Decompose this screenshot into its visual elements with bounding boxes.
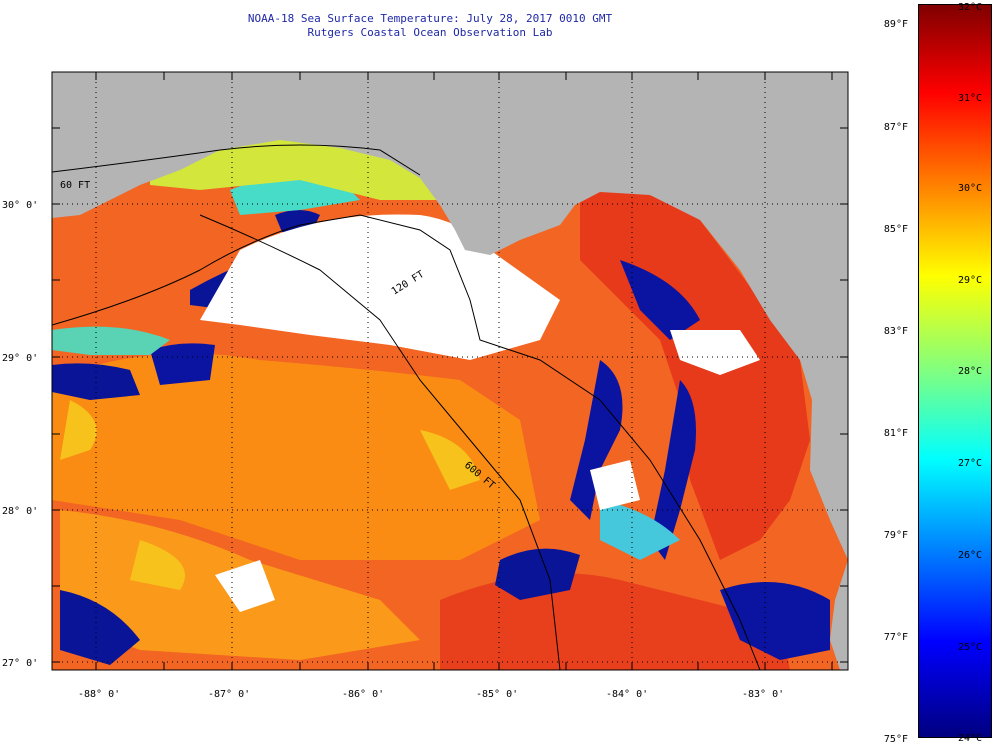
colorbar-c-31: 31°C (958, 93, 983, 104)
colorbar-f-87: 87°F (883, 122, 908, 133)
land-gulf-coast (52, 72, 848, 560)
cloud-cover-south-1 (590, 460, 640, 510)
cloud-cover-east (670, 330, 760, 375)
lon-label-84: -84° 0' (606, 689, 648, 700)
map-frame (51, 71, 849, 671)
lon-label-87: -87° 0' (208, 689, 250, 700)
colorbar-f-89: 89°F (883, 19, 908, 30)
cool-water-fringe-east (600, 500, 680, 560)
cold-water-midwest (150, 343, 215, 385)
colorbar-f-85: 85°F (883, 224, 908, 235)
frame-ticks (52, 72, 848, 670)
colorbar-f-83: 83°F (883, 326, 908, 337)
cold-water-east-streak-2 (650, 380, 696, 560)
temperature-colorbar (918, 4, 992, 738)
colorbar-c-32: 32°C (958, 2, 983, 13)
lon-label-83: -83° 0' (742, 689, 784, 700)
cold-water-east-streak (570, 360, 623, 520)
lon-label-86: -86° 0' (342, 689, 384, 700)
land-gulf-coast-south (830, 560, 848, 670)
cold-water-big-bend (620, 260, 700, 340)
cold-water-southwest (60, 590, 140, 665)
contour-600ft (199, 214, 561, 670)
colorbar-f-79: 79°F (883, 530, 908, 541)
ocean-orange-region (52, 353, 540, 560)
colorbar-c-26: 26°C (958, 550, 983, 561)
colorbar-c-29: 29°C (958, 275, 983, 286)
cloud-cover-southwest (215, 560, 275, 612)
lat-label-30: 30° 0' (2, 200, 38, 211)
colorbar-c-25: 25°C (958, 642, 983, 653)
contour-label-60ft: 60 FT (60, 180, 90, 191)
colorbar-c-30: 30°C (958, 183, 983, 194)
lon-label-85: -85° 0' (476, 689, 518, 700)
cold-water-southeast (720, 582, 830, 660)
cool-water-fringe-west (52, 326, 170, 355)
colorbar-f-75: 75°F (883, 734, 908, 745)
colorbar-gradient (919, 5, 991, 737)
cold-water-west-coast (52, 363, 140, 400)
colorbar-c-24: 24°C (958, 733, 983, 744)
colorbar-c-27: 27°C (958, 458, 983, 469)
contour-60ft (52, 144, 421, 176)
map-title: NOAA-18 Sea Surface Temperature: July 28… (247, 12, 613, 25)
colorbar-c-28: 28°C (958, 366, 983, 377)
colorbar-f-81: 81°F (883, 428, 908, 439)
lat-label-28: 28° 0' (2, 506, 38, 517)
lat-label-27: 27° 0' (2, 658, 38, 669)
colorbar-f-77: 77°F (883, 632, 908, 643)
lon-label-88: -88° 0' (78, 689, 120, 700)
map-subtitle: Rutgers Coastal Ocean Observation Lab (307, 26, 553, 39)
lat-label-29: 29° 0' (2, 353, 38, 364)
cold-water-south-1 (495, 548, 580, 600)
